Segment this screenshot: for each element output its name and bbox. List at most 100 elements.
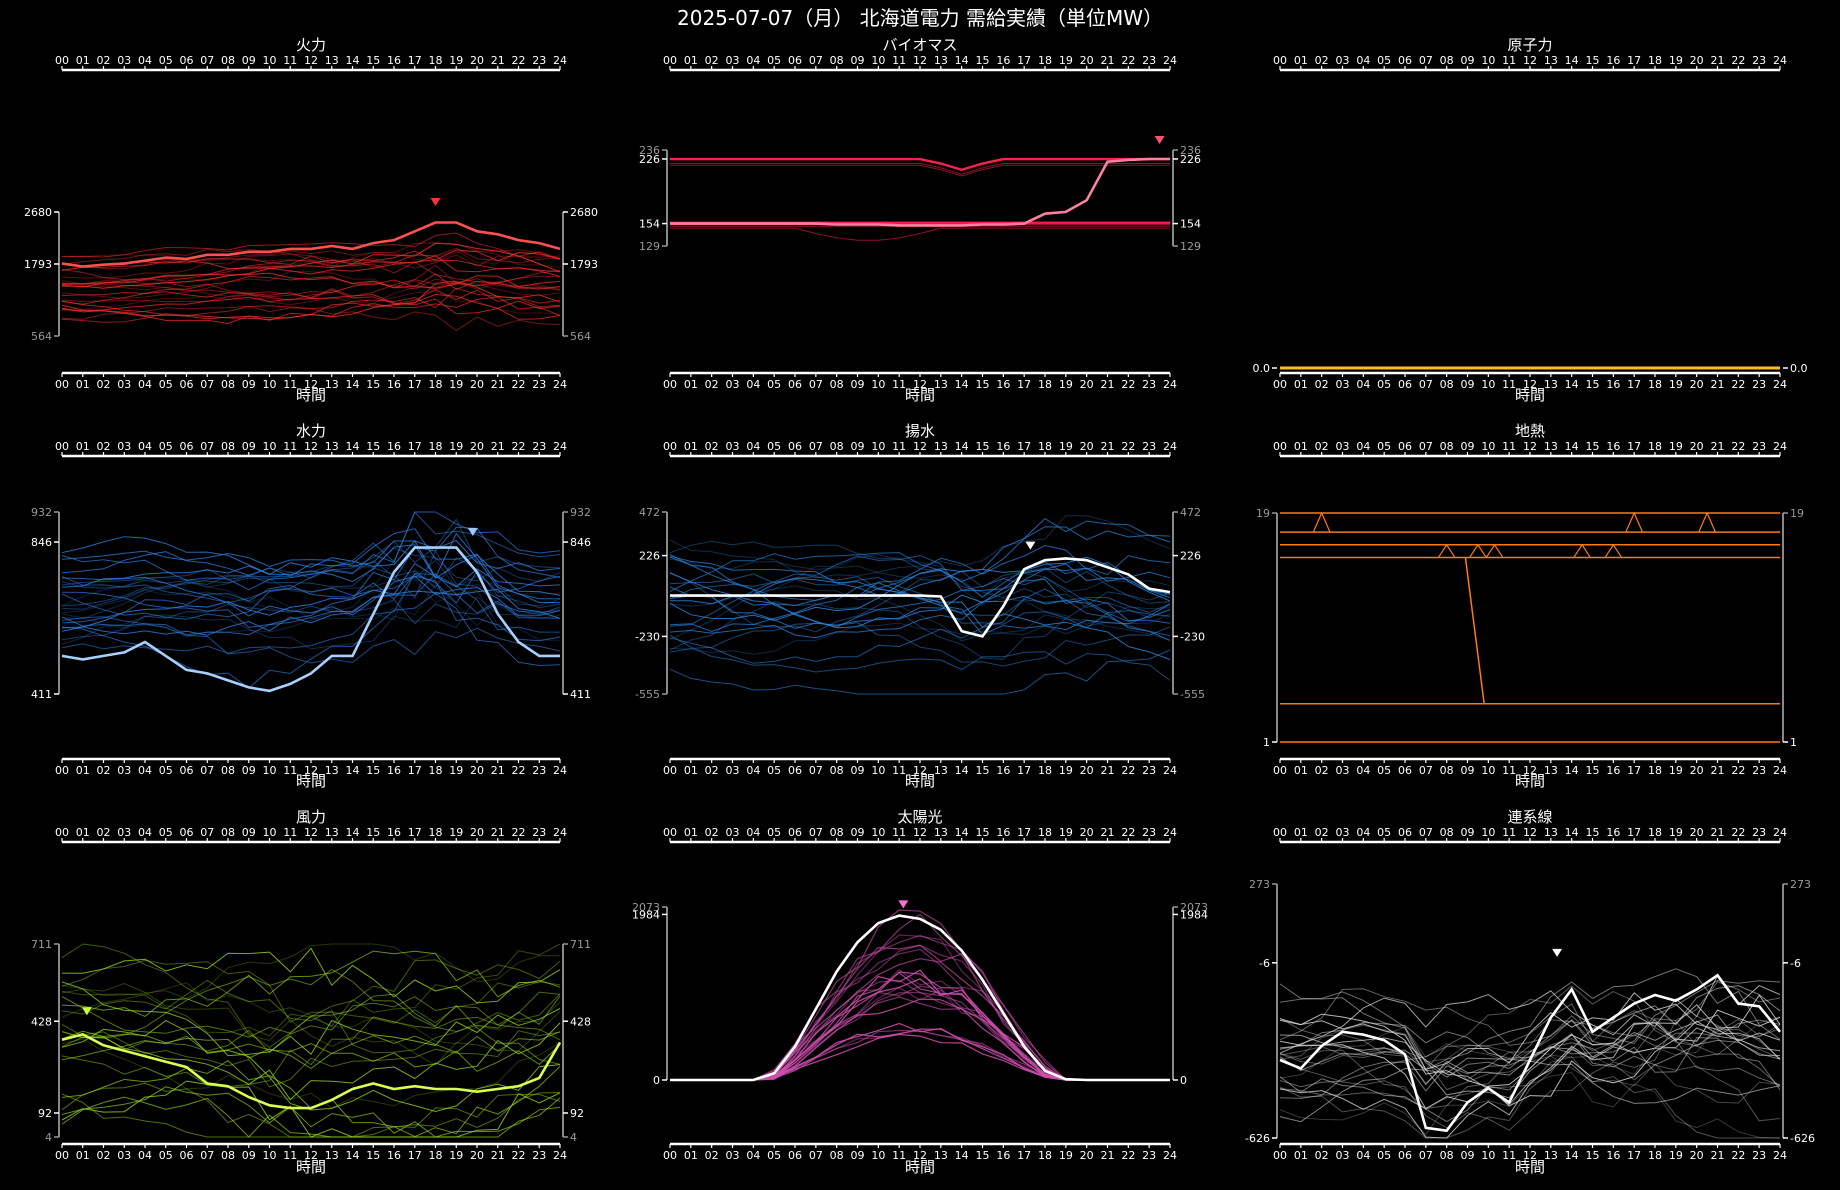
- hour-tick-label: 23: [1752, 1149, 1766, 1162]
- hour-tick-label: 03: [117, 54, 131, 67]
- series-line: [670, 1033, 1170, 1081]
- hour-tick-label: 10: [1481, 1149, 1495, 1162]
- hour-tick-label: 13: [325, 378, 339, 391]
- hour-tick-label: 17: [1627, 378, 1641, 391]
- y-tick-label: 2680: [570, 206, 598, 219]
- hour-tick-label: 09: [1461, 378, 1475, 391]
- hour-tick-label: 20: [470, 378, 484, 391]
- hour-tick-label: 17: [408, 54, 422, 67]
- hour-tick-label: 22: [1731, 764, 1745, 777]
- hour-tick-label: 01: [684, 378, 698, 391]
- series-line: [61, 549, 561, 613]
- hour-tick-label: 05: [767, 378, 781, 391]
- hour-tick-label: 08: [830, 764, 844, 777]
- hour-tick-label: 03: [117, 764, 131, 777]
- hour-tick-label: 14: [1565, 378, 1579, 391]
- series-line: [670, 934, 1170, 1081]
- hour-tick-label: 11: [283, 826, 297, 839]
- hour-tick-label: 08: [221, 440, 235, 453]
- series-line: [61, 991, 561, 1088]
- hour-tick-label: 19: [1059, 826, 1073, 839]
- hour-tick-label: 10: [871, 826, 885, 839]
- series-line: [61, 616, 561, 664]
- hour-tick-label: 13: [1544, 378, 1558, 391]
- series-line: [669, 591, 1171, 660]
- hour-tick-label: 06: [180, 1149, 194, 1162]
- hour-tick-label: 11: [1502, 826, 1516, 839]
- hour-tick-label: 19: [1059, 440, 1073, 453]
- hour-tick-label: 07: [200, 826, 214, 839]
- hour-tick-label: 22: [1121, 1149, 1135, 1162]
- hour-tick-label: 08: [221, 54, 235, 67]
- hour-tick-label: 03: [1336, 378, 1350, 391]
- series-line: [61, 568, 561, 621]
- hour-tick-label: 20: [470, 54, 484, 67]
- hour-tick-label: 18: [1648, 764, 1662, 777]
- series-line: [61, 573, 561, 636]
- hour-tick-label: 18: [429, 54, 443, 67]
- peak-marker: [81, 1007, 92, 1016]
- hour-tick-label: 03: [726, 1149, 740, 1162]
- series-line: [61, 1030, 561, 1072]
- series-line: [61, 1022, 561, 1101]
- series-line: [61, 290, 561, 315]
- hour-tick-label: 11: [1502, 1149, 1516, 1162]
- hour-tick-label: 23: [1752, 378, 1766, 391]
- hour-tick-label: 21: [491, 1149, 505, 1162]
- hour-tick-label: 06: [788, 826, 802, 839]
- series-line: [669, 588, 1171, 664]
- hour-tick-label: 14: [1565, 826, 1579, 839]
- hour-tick-label: 12: [304, 1149, 318, 1162]
- hour-tick-label: 11: [892, 440, 906, 453]
- hour-tick-label: 15: [1586, 440, 1600, 453]
- hour-tick-label: 04: [746, 1149, 760, 1162]
- hour-tick-label: 20: [470, 764, 484, 777]
- hour-tick-label: 16: [1606, 54, 1620, 67]
- hour-tick-label: 00: [663, 1149, 677, 1162]
- y-tick-label: -626: [1245, 1132, 1270, 1145]
- hour-tick-label: 15: [1586, 54, 1600, 67]
- series-line: [1604, 543, 1623, 558]
- series-line: [669, 567, 1171, 639]
- hour-tick-label: 08: [221, 826, 235, 839]
- hour-tick-label: 22: [1121, 378, 1135, 391]
- hour-tick-label: 03: [1336, 764, 1350, 777]
- hour-tick-label: 24: [1163, 378, 1177, 391]
- hour-tick-label: 13: [934, 764, 948, 777]
- series-line: [669, 517, 1171, 596]
- hour-tick-label: 03: [1336, 54, 1350, 67]
- hour-tick-label: 21: [1101, 826, 1115, 839]
- series-line: [669, 585, 1171, 642]
- series-line: [61, 595, 561, 650]
- hour-tick-label: 20: [1690, 378, 1704, 391]
- y-tick-label: 0: [1180, 1074, 1187, 1087]
- series-line: [1279, 1027, 1781, 1106]
- series-line: [670, 971, 1170, 1081]
- hour-tick-label: 22: [1121, 764, 1135, 777]
- y-tick-label: 472: [1180, 506, 1201, 519]
- hour-tick-label: 04: [138, 378, 152, 391]
- hour-tick-label: 18: [1038, 826, 1052, 839]
- hour-tick-label: 23: [1752, 440, 1766, 453]
- hour-tick-label: 14: [955, 1149, 969, 1162]
- hour-tick-label: 23: [1752, 826, 1766, 839]
- hour-tick-label: 16: [387, 826, 401, 839]
- hour-tick-label: 13: [325, 1149, 339, 1162]
- series-line: [61, 278, 561, 298]
- hour-tick-label: 17: [1017, 826, 1031, 839]
- hour-tick-label: 17: [408, 1149, 422, 1162]
- hour-tick-label: 18: [1038, 764, 1052, 777]
- series-line: [669, 576, 1171, 616]
- hour-tick-label: 09: [242, 826, 256, 839]
- hour-tick-label: 20: [1690, 826, 1704, 839]
- hour-tick-label: 13: [1544, 764, 1558, 777]
- hour-tick-label: 07: [1419, 826, 1433, 839]
- chart-panel: 揚水 00 01 02 03 04 05 06 07 08 09 10 11 12 13 14 15 16 17 18…: [635, 422, 1205, 790]
- hour-tick-label: 09: [1461, 826, 1475, 839]
- hour-tick-label: 13: [1544, 54, 1558, 67]
- y-tick-label: 428: [31, 1015, 52, 1028]
- hour-tick-label: 08: [221, 1149, 235, 1162]
- hour-tick-label: 09: [242, 54, 256, 67]
- highlight-series-line: [61, 546, 560, 693]
- chart-title: 太陽光: [897, 808, 942, 826]
